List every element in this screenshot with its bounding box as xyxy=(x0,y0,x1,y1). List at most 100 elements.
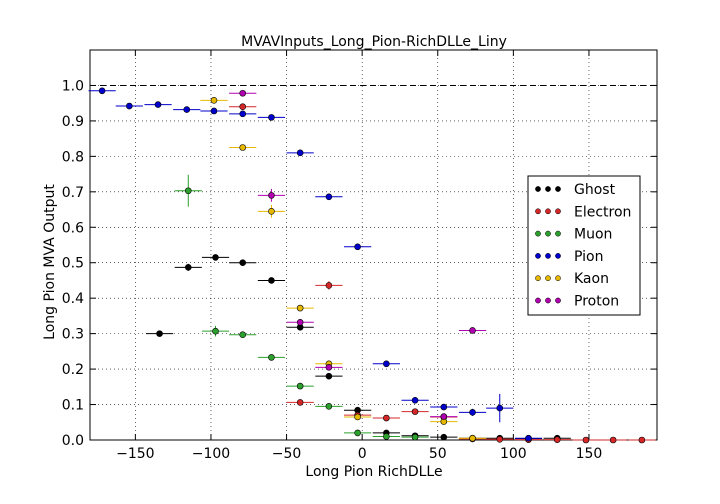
data-point xyxy=(268,208,275,215)
legend-marker xyxy=(545,186,551,192)
data-point xyxy=(296,399,304,406)
legend-marker xyxy=(535,253,541,259)
series-pion xyxy=(88,87,543,442)
data-point xyxy=(440,403,448,411)
data-point xyxy=(582,436,590,444)
data-point xyxy=(411,396,419,404)
data-point xyxy=(268,277,275,284)
data-point xyxy=(212,254,219,261)
series-muon xyxy=(174,174,429,441)
legend-marker xyxy=(535,297,541,304)
y-tick-label: 0.2 xyxy=(62,362,84,378)
data-point xyxy=(354,429,361,437)
x-tick-label: 150 xyxy=(576,446,603,462)
y-axis-label: Long Pion MVA Output xyxy=(42,184,58,340)
data-point xyxy=(383,433,390,440)
data-point xyxy=(496,435,504,443)
data-point xyxy=(184,187,192,195)
legend-label: Proton xyxy=(574,294,619,310)
legend-label: Electron xyxy=(574,204,631,220)
legend-label: Muon xyxy=(574,227,612,243)
series-proton xyxy=(229,89,487,420)
data-point xyxy=(525,434,532,442)
y-tick-label: 0.9 xyxy=(62,114,84,130)
data-point xyxy=(609,436,617,444)
data-point xyxy=(239,259,247,267)
data-point xyxy=(239,144,247,151)
data-point xyxy=(210,97,218,104)
data-point xyxy=(268,114,275,121)
data-point xyxy=(239,103,247,111)
y-tick-label: 1.0 xyxy=(62,78,84,94)
plot-area: −150 −100 −50 0 50 100 150 0.0 0.1 0.2 0.3 0.4 0.5 0.… xyxy=(62,49,658,462)
data-point xyxy=(183,106,191,113)
x-tick-label: 100 xyxy=(500,446,527,462)
data-point xyxy=(325,372,333,380)
legend-marker xyxy=(545,230,551,237)
data-point xyxy=(239,89,247,97)
data-point xyxy=(354,413,361,421)
data-point xyxy=(156,330,163,337)
y-tick-label: 0.8 xyxy=(62,149,84,165)
y-tick-label: 0.3 xyxy=(62,327,84,343)
data-point xyxy=(354,243,361,251)
legend-marker xyxy=(555,253,561,259)
data-point xyxy=(268,354,275,361)
x-tick-label: 0 xyxy=(358,446,367,462)
y-tick-label: 0.4 xyxy=(62,291,84,307)
data-point xyxy=(469,434,476,442)
legend-marker xyxy=(555,186,561,192)
data-point xyxy=(154,101,162,108)
data-point xyxy=(325,364,333,371)
legend-marker xyxy=(535,275,541,282)
legend-marker xyxy=(555,230,561,237)
y-tick-label: 0.6 xyxy=(62,220,84,236)
data-point xyxy=(325,403,333,410)
data-point xyxy=(411,433,419,441)
data-point xyxy=(296,318,304,326)
data-point xyxy=(296,304,304,312)
legend-box xyxy=(527,175,641,316)
x-tick-label: 50 xyxy=(429,446,447,462)
legend-label: Ghost xyxy=(574,182,616,198)
data-point xyxy=(239,110,247,118)
legend-marker xyxy=(555,275,561,282)
legend-marker xyxy=(535,230,541,237)
data-point xyxy=(440,433,448,441)
y-tick-label: 0.5 xyxy=(62,256,84,272)
data-point xyxy=(469,327,476,334)
series-kaon xyxy=(200,97,487,442)
data-point xyxy=(296,382,304,390)
data-point xyxy=(239,331,247,339)
legend-marker xyxy=(545,297,551,304)
plot-frame xyxy=(89,49,658,441)
chart-title: MVAVInputs_Long_Pion-RichDLLe_Liny xyxy=(241,34,507,50)
legend-label: Pion xyxy=(574,249,603,265)
x-tick-label: −50 xyxy=(272,446,302,462)
data-point xyxy=(553,436,561,443)
data-point xyxy=(383,414,390,422)
legend-marker xyxy=(555,208,561,215)
legend-marker xyxy=(535,186,541,192)
data-point xyxy=(184,264,192,271)
x-tick-label: −150 xyxy=(116,446,154,462)
x-tick-label: −100 xyxy=(192,446,230,462)
data-point xyxy=(212,327,219,335)
legend-marker xyxy=(545,275,551,282)
legend-marker xyxy=(545,208,551,215)
data-point xyxy=(469,409,476,416)
data-point xyxy=(296,149,304,157)
y-tick-label: 0.7 xyxy=(62,185,84,201)
legend: Ghost Electron Muon Pion Kaon Proton xyxy=(527,175,641,316)
data-point xyxy=(411,408,419,415)
data-point xyxy=(268,192,275,199)
data-point xyxy=(325,282,333,289)
data-point xyxy=(126,102,133,110)
legend-marker xyxy=(555,297,561,304)
legend-marker xyxy=(545,253,551,259)
data-point xyxy=(440,413,448,420)
y-tick-label: 0.1 xyxy=(62,398,84,414)
x-axis-label: Long Pion RichDLLe xyxy=(305,464,442,480)
data-point xyxy=(98,87,106,95)
